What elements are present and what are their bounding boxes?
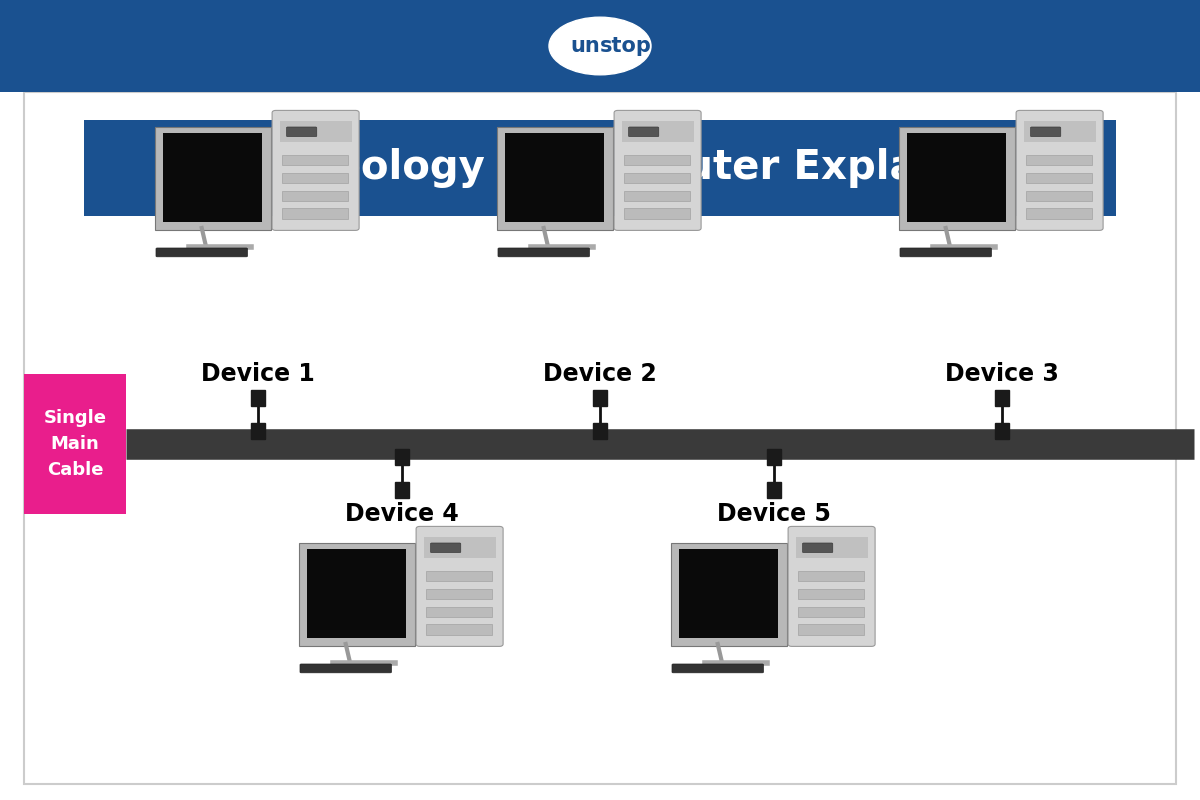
FancyBboxPatch shape xyxy=(622,121,694,142)
FancyBboxPatch shape xyxy=(155,127,271,230)
Text: Device 4: Device 4 xyxy=(346,502,458,526)
FancyBboxPatch shape xyxy=(282,155,348,166)
FancyBboxPatch shape xyxy=(672,664,763,673)
Text: Bus Topology In Computer Explained: Bus Topology In Computer Explained xyxy=(185,148,1015,188)
FancyBboxPatch shape xyxy=(431,543,461,553)
FancyBboxPatch shape xyxy=(1026,190,1092,201)
FancyBboxPatch shape xyxy=(426,606,492,617)
FancyBboxPatch shape xyxy=(624,173,690,183)
FancyBboxPatch shape xyxy=(395,482,409,498)
Ellipse shape xyxy=(550,17,650,74)
FancyBboxPatch shape xyxy=(593,390,607,406)
FancyBboxPatch shape xyxy=(1016,110,1103,230)
FancyBboxPatch shape xyxy=(498,248,589,257)
Text: un: un xyxy=(570,36,600,56)
FancyBboxPatch shape xyxy=(767,449,781,465)
FancyBboxPatch shape xyxy=(299,543,415,646)
FancyBboxPatch shape xyxy=(251,423,265,439)
FancyBboxPatch shape xyxy=(505,133,605,222)
FancyBboxPatch shape xyxy=(798,589,864,599)
FancyBboxPatch shape xyxy=(629,127,659,137)
FancyBboxPatch shape xyxy=(671,543,787,646)
FancyBboxPatch shape xyxy=(307,549,407,638)
FancyBboxPatch shape xyxy=(424,537,496,558)
FancyBboxPatch shape xyxy=(593,423,607,439)
FancyBboxPatch shape xyxy=(899,127,1015,230)
FancyBboxPatch shape xyxy=(282,209,348,218)
FancyBboxPatch shape xyxy=(798,571,864,582)
FancyBboxPatch shape xyxy=(24,374,126,514)
FancyBboxPatch shape xyxy=(1031,127,1061,137)
FancyBboxPatch shape xyxy=(272,110,359,230)
FancyBboxPatch shape xyxy=(679,549,779,638)
FancyBboxPatch shape xyxy=(280,121,352,142)
FancyBboxPatch shape xyxy=(0,0,1200,92)
FancyBboxPatch shape xyxy=(426,625,492,634)
FancyBboxPatch shape xyxy=(287,127,317,137)
FancyBboxPatch shape xyxy=(426,589,492,599)
FancyBboxPatch shape xyxy=(497,127,613,230)
FancyBboxPatch shape xyxy=(24,92,1176,784)
FancyBboxPatch shape xyxy=(1026,173,1092,183)
FancyBboxPatch shape xyxy=(798,606,864,617)
Text: Device 5: Device 5 xyxy=(718,502,830,526)
FancyBboxPatch shape xyxy=(1024,121,1096,142)
FancyBboxPatch shape xyxy=(796,537,868,558)
FancyBboxPatch shape xyxy=(907,133,1007,222)
FancyBboxPatch shape xyxy=(624,155,690,166)
FancyBboxPatch shape xyxy=(995,423,1009,439)
FancyBboxPatch shape xyxy=(614,110,701,230)
Text: Device 3: Device 3 xyxy=(946,362,1058,386)
FancyBboxPatch shape xyxy=(995,390,1009,406)
FancyBboxPatch shape xyxy=(788,526,875,646)
FancyBboxPatch shape xyxy=(300,664,391,673)
Text: Device 2: Device 2 xyxy=(544,362,656,386)
FancyBboxPatch shape xyxy=(900,248,991,257)
FancyBboxPatch shape xyxy=(1026,209,1092,218)
FancyBboxPatch shape xyxy=(163,133,263,222)
FancyBboxPatch shape xyxy=(624,190,690,201)
FancyBboxPatch shape xyxy=(282,173,348,183)
FancyBboxPatch shape xyxy=(156,248,247,257)
FancyBboxPatch shape xyxy=(426,571,492,582)
FancyBboxPatch shape xyxy=(767,482,781,498)
FancyBboxPatch shape xyxy=(798,625,864,634)
FancyBboxPatch shape xyxy=(624,209,690,218)
FancyBboxPatch shape xyxy=(282,190,348,201)
FancyBboxPatch shape xyxy=(84,120,1116,216)
Text: Device 1: Device 1 xyxy=(202,362,314,386)
FancyBboxPatch shape xyxy=(1026,155,1092,166)
FancyBboxPatch shape xyxy=(416,526,503,646)
FancyBboxPatch shape xyxy=(395,449,409,465)
FancyBboxPatch shape xyxy=(251,390,265,406)
Text: Single
Main
Cable: Single Main Cable xyxy=(43,409,107,479)
Text: stop: stop xyxy=(600,36,652,56)
FancyBboxPatch shape xyxy=(803,543,833,553)
